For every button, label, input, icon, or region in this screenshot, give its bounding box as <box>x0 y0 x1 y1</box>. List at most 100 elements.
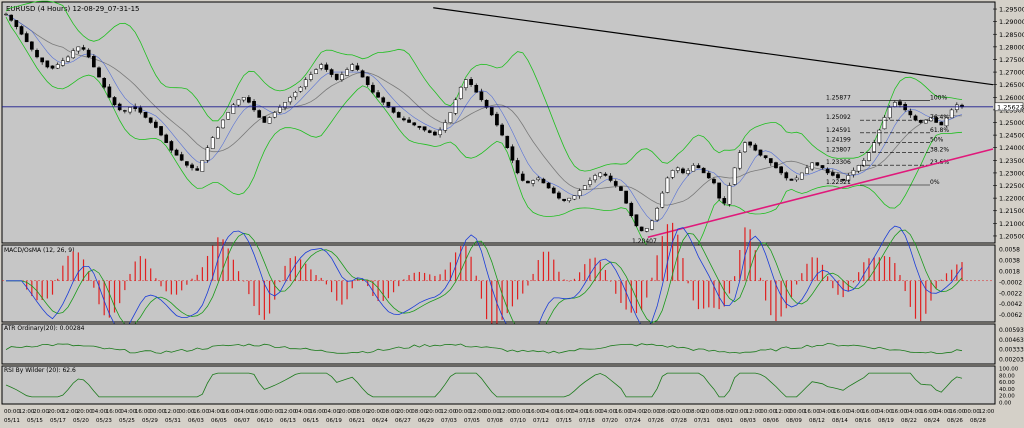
time-tick-label: 16:00 <box>135 409 151 415</box>
macd-pane-title: MACD/OsMA (12, 26, 9) <box>4 247 74 254</box>
price-pane-title: EURUSD (4 Hours) 12-08-29_07-31-15 <box>6 5 140 13</box>
candle-body <box>717 182 721 199</box>
candle-body <box>805 167 809 174</box>
candle-body <box>577 190 582 197</box>
candle-body <box>319 64 324 69</box>
candle-body <box>412 122 417 126</box>
time-tick-label: 08:00 <box>717 409 733 415</box>
candle-body <box>732 167 737 185</box>
candle-body <box>309 74 313 80</box>
candle-body <box>784 172 789 179</box>
candle-body <box>696 165 701 169</box>
rsi-tick-label: 80.00 <box>999 373 1015 379</box>
candle-body <box>35 49 39 58</box>
candle-body <box>526 180 530 184</box>
date-tick-label: 07/31 <box>694 418 710 424</box>
date-tick-label: 08/22 <box>901 418 917 424</box>
candle-body <box>923 119 928 124</box>
candle-body <box>934 117 939 123</box>
candle-body <box>515 160 520 174</box>
candle-body <box>474 84 479 93</box>
time-tick-label: 00:00 <box>484 409 500 415</box>
candle-body <box>582 185 587 190</box>
candle-body <box>422 126 427 131</box>
candle-body <box>216 127 220 139</box>
candle-body <box>427 130 432 133</box>
candle-body <box>634 214 639 227</box>
rsi-tick-label: 20.00 <box>999 394 1015 400</box>
candle-body <box>386 101 391 108</box>
date-tick-label: 06/29 <box>418 418 434 424</box>
time-tick-label: 12:00 <box>499 409 515 415</box>
candle-body <box>86 49 91 58</box>
price-tick-label: 1.28000 <box>999 43 1024 51</box>
trendlines <box>433 7 994 238</box>
candle-body <box>546 182 551 189</box>
candle-body <box>836 174 840 179</box>
time-tick-label: 20:00 <box>644 409 660 415</box>
candle-body <box>288 97 293 103</box>
macd-tick-label: -0.0062 <box>999 312 1022 319</box>
time-tick-label: 12:00 <box>164 409 180 415</box>
macd-tick-label: -0.0002 <box>999 279 1022 286</box>
date-tick-label: 05/29 <box>142 418 158 424</box>
candle-body <box>841 178 845 181</box>
fibonacci-retracement: 1.25877 100% 1.25092 76.4% 1.24591 61.8% 1.241… <box>826 94 949 186</box>
candle-body <box>433 131 437 136</box>
candle-body <box>159 126 163 136</box>
time-tick-label: 16:00 <box>949 409 965 415</box>
price-tick-label: 1.21500 <box>999 207 1024 215</box>
time-tick-label: 20:00 <box>33 409 49 415</box>
candle-body <box>298 86 303 92</box>
candle-body <box>815 162 820 166</box>
candle-body <box>278 107 282 113</box>
candle-body <box>71 50 76 59</box>
atr-pane: ATR Ordinary(20): 0.00284 0.00593 0.00463… <box>1 323 1024 365</box>
date-tick-label: 07/08 <box>487 418 503 424</box>
candle-body <box>293 91 298 98</box>
candles <box>4 12 964 233</box>
candle-body <box>650 220 654 230</box>
candle-body <box>345 69 349 76</box>
time-tick-label: 00:00 <box>760 409 776 415</box>
time-tick-label: 16:00 <box>862 409 878 415</box>
candle-body <box>913 115 918 121</box>
candle-body <box>148 117 153 123</box>
time-tick-label: 00:00 <box>964 409 980 415</box>
time-tick-label: 20:00 <box>368 409 384 415</box>
candle-body <box>236 99 241 106</box>
candle-body <box>510 146 515 161</box>
candle-body <box>851 170 856 176</box>
fib-price-label: 1.25877 <box>826 94 851 101</box>
fib-price-label: 1.22521 <box>826 179 851 186</box>
date-tick-label: 06/27 <box>395 418 411 424</box>
time-tick-label: 00:00 <box>149 409 165 415</box>
candle-body <box>892 102 897 107</box>
candle-body <box>613 181 618 186</box>
time-tick-label: 12:00 <box>978 409 994 415</box>
candle-body <box>479 91 484 101</box>
date-tick-label: 08/24 <box>924 418 940 424</box>
date-tick-label: 08/26 <box>947 418 963 424</box>
fib-price-label: 1.23807 <box>826 147 851 154</box>
date-tick-label: 07/28 <box>671 418 687 424</box>
time-tick-label: 16:00 <box>804 409 820 415</box>
macd-tick-label: 0.0038 <box>999 258 1020 265</box>
date-tick-label: 08/16 <box>855 418 871 424</box>
candle-body <box>174 149 179 156</box>
candle-body <box>588 180 592 185</box>
date-tick-label: 08/03 <box>740 418 756 424</box>
candle-body <box>541 178 546 184</box>
time-tick-label: 00:00 <box>179 409 195 415</box>
candle-body <box>536 177 541 180</box>
time-tick-label: 08:00 <box>411 409 427 415</box>
date-tick-label: 08/12 <box>809 418 825 424</box>
candle-body <box>701 167 706 174</box>
time-tick-label: 12:00 <box>469 409 485 415</box>
price-tick-label: 1.25000 <box>999 119 1024 127</box>
fib-pct-label: 38.2% <box>930 147 949 154</box>
candle-body <box>639 226 644 232</box>
candle-body <box>758 149 763 156</box>
rsi-tick-label: 100.00 <box>999 367 1019 373</box>
